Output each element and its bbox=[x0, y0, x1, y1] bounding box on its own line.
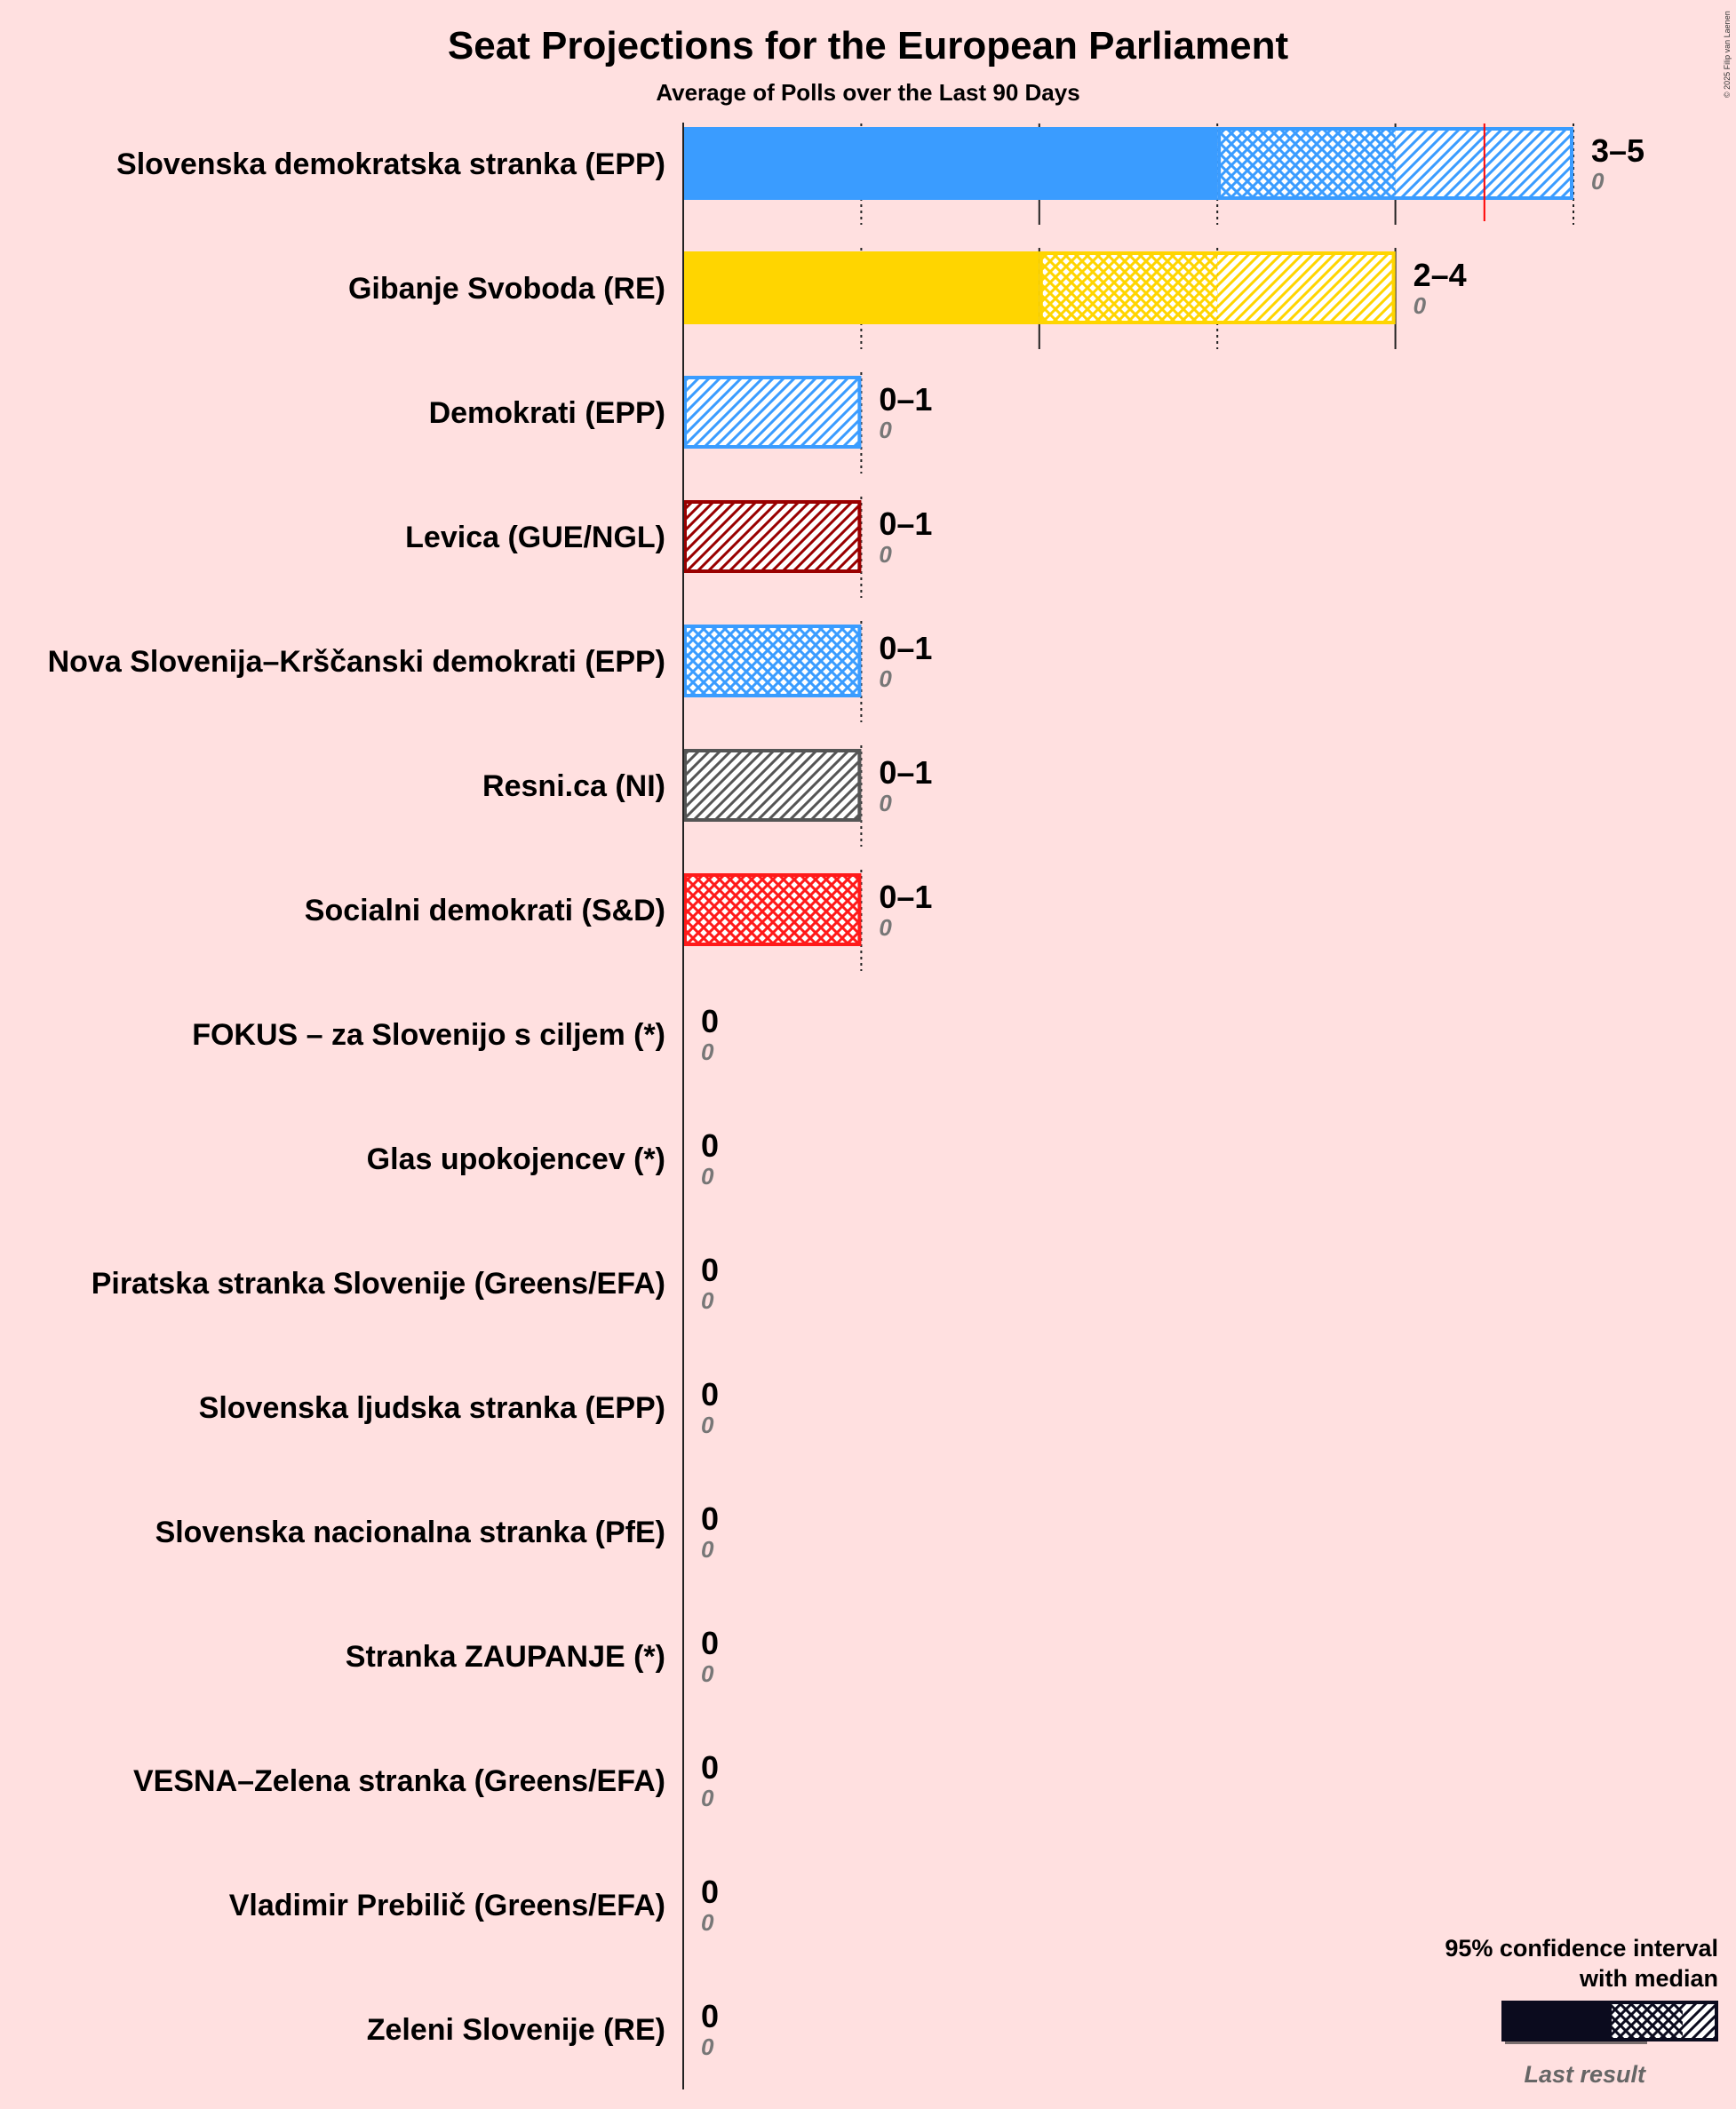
party-rows: Slovenska demokratska stranka (EPP) 3–50G… bbox=[48, 123, 1644, 2060]
party-row: Levica (GUE/NGL) 0–10 bbox=[405, 500, 932, 573]
last-result-label: 0 bbox=[879, 541, 892, 568]
range-label: 0 bbox=[701, 1998, 719, 2034]
party-label: Slovenska ljudska stranka (EPP) bbox=[199, 1391, 665, 1425]
legend-solid-swatch bbox=[1503, 2002, 1612, 2040]
party-row: Slovenska nacionalna stranka (PfE) 00 bbox=[155, 1500, 719, 1563]
range-label: 0–1 bbox=[879, 381, 932, 418]
party-label: Stranka ZAUPANJE (*) bbox=[346, 1640, 665, 1674]
bar-solid bbox=[683, 127, 1218, 200]
range-label: 0 bbox=[701, 1625, 719, 1661]
party-row: Socialni demokrati (S&D) 0–10 bbox=[305, 873, 932, 946]
party-label: Resni.ca (NI) bbox=[482, 769, 665, 803]
last-result-label: 0 bbox=[701, 2033, 714, 2060]
party-row: Slovenska demokratska stranka (EPP) 3–50 bbox=[116, 123, 1644, 221]
party-label: VESNA–Zelena stranka (Greens/EFA) bbox=[133, 1764, 665, 1798]
bar-outline bbox=[683, 376, 862, 449]
party-label: Glas upokojencev (*) bbox=[367, 1142, 665, 1176]
last-result-label: 0 bbox=[701, 1909, 714, 1936]
party-row: FOKUS – za Slovenijo s ciljem (*) 00 bbox=[192, 1003, 719, 1065]
chart-title: Seat Projections for the European Parlia… bbox=[448, 24, 1289, 68]
copyright-notice: © 2025 Filip van Laenen bbox=[1723, 11, 1732, 98]
legend-swatch-border bbox=[1501, 2001, 1718, 2041]
legend-hatch-swatch bbox=[1683, 2002, 1716, 2040]
range-label: 0–1 bbox=[879, 879, 932, 915]
bar-ci-lower bbox=[1039, 251, 1218, 324]
last-result-label: 0 bbox=[701, 1785, 714, 1811]
party-row: Slovenska ljudska stranka (EPP) 00 bbox=[199, 1376, 719, 1438]
legend: 95% confidence interval with median Last… bbox=[1445, 1935, 1718, 2088]
last-result-label: 0 bbox=[1591, 168, 1605, 195]
range-label: 3–5 bbox=[1591, 132, 1644, 169]
party-row: Stranka ZAUPANJE (*) 00 bbox=[346, 1625, 719, 1687]
party-label: FOKUS – za Slovenijo s ciljem (*) bbox=[192, 1018, 665, 1052]
last-result-label: 0 bbox=[701, 1039, 714, 1065]
party-row: Glas upokojencev (*) 00 bbox=[367, 1127, 719, 1190]
party-label: Slovenska nacionalna stranka (PfE) bbox=[155, 1516, 665, 1549]
range-label: 2–4 bbox=[1413, 257, 1467, 293]
gridlines bbox=[860, 123, 1574, 971]
range-label: 0–1 bbox=[879, 754, 932, 791]
last-result-label: 0 bbox=[879, 790, 892, 816]
last-result-label: 0 bbox=[701, 1287, 714, 1314]
legend-title-line2: with median bbox=[1579, 1965, 1718, 1992]
range-label: 0–1 bbox=[879, 630, 932, 666]
bar-outline bbox=[683, 873, 862, 946]
party-row: Vladimir Prebilič (Greens/EFA) 00 bbox=[229, 1874, 719, 1936]
bar-outline bbox=[683, 625, 862, 697]
range-label: 0–1 bbox=[879, 505, 932, 542]
party-row: VESNA–Zelena stranka (Greens/EFA) 00 bbox=[133, 1749, 719, 1811]
range-label: 0 bbox=[701, 1127, 719, 1164]
last-result-label: 0 bbox=[701, 1412, 714, 1438]
bar-ci-upper bbox=[683, 500, 862, 573]
party-row: Nova Slovenija–Krščanski demokrati (EPP)… bbox=[48, 625, 932, 697]
bar-outline bbox=[683, 500, 862, 573]
range-label: 0 bbox=[701, 1252, 719, 1288]
bar-ci-upper bbox=[683, 749, 862, 822]
bar-ci-lower bbox=[683, 873, 862, 946]
last-result-label: 0 bbox=[879, 417, 892, 443]
legend-title-line1: 95% confidence interval bbox=[1445, 1935, 1718, 1962]
party-row: Gibanje Svoboda (RE) 2–40 bbox=[348, 251, 1467, 324]
range-label: 0 bbox=[701, 1874, 719, 1910]
legend-crosshatch-swatch bbox=[1612, 2002, 1683, 2040]
party-label: Socialni demokrati (S&D) bbox=[305, 894, 665, 927]
party-label: Vladimir Prebilič (Greens/EFA) bbox=[229, 1889, 665, 1922]
bar-ci-lower bbox=[1217, 127, 1396, 200]
party-row: Zeleni Slovenije (RE) 00 bbox=[367, 1998, 719, 2060]
range-label: 0 bbox=[701, 1003, 719, 1039]
bar-outline bbox=[683, 749, 862, 822]
party-label: Piratska stranka Slovenije (Greens/EFA) bbox=[92, 1267, 665, 1301]
bar-ci-lower bbox=[683, 625, 862, 697]
bar-solid bbox=[683, 251, 1039, 324]
bar-outline bbox=[1039, 251, 1396, 324]
last-result-label: 0 bbox=[701, 1660, 714, 1687]
party-label: Slovenska demokratska stranka (EPP) bbox=[116, 147, 665, 181]
last-result-label: 0 bbox=[701, 1536, 714, 1563]
range-label: 0 bbox=[701, 1500, 719, 1537]
chart-subtitle: Average of Polls over the Last 90 Days bbox=[656, 79, 1079, 106]
party-row: Piratska stranka Slovenije (Greens/EFA) 0… bbox=[92, 1252, 719, 1314]
party-label: Nova Slovenija–Krščanski demokrati (EPP) bbox=[48, 645, 665, 679]
last-result-label: 0 bbox=[1413, 292, 1427, 319]
range-label: 0 bbox=[701, 1749, 719, 1786]
bar-ci-upper bbox=[1217, 251, 1396, 324]
party-label: Gibanje Svoboda (RE) bbox=[348, 272, 665, 306]
party-row: Resni.ca (NI) 0–10 bbox=[482, 749, 932, 822]
party-label: Levica (GUE/NGL) bbox=[405, 521, 665, 554]
last-result-label: 0 bbox=[879, 665, 892, 692]
bar-ci-upper bbox=[683, 376, 862, 449]
legend-last-result-label: Last result bbox=[1524, 2061, 1646, 2088]
party-label: Zeleni Slovenije (RE) bbox=[367, 2013, 665, 2047]
last-result-label: 0 bbox=[701, 1163, 714, 1190]
range-label: 0 bbox=[701, 1376, 719, 1413]
bar-outline bbox=[1217, 127, 1573, 200]
last-result-label: 0 bbox=[879, 914, 892, 941]
party-row: Demokrati (EPP) 0–10 bbox=[429, 376, 932, 449]
party-label: Demokrati (EPP) bbox=[429, 396, 665, 430]
